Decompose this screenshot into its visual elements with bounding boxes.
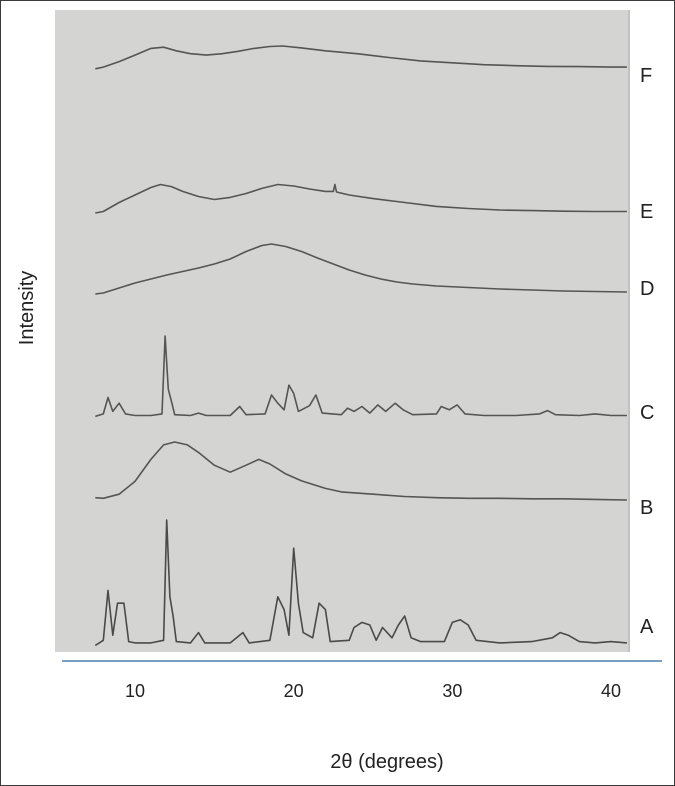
trace-group <box>94 45 627 647</box>
trace-label-c: C <box>640 402 654 424</box>
trace-e <box>95 183 627 214</box>
x-tick-label-40: 40 <box>601 681 621 701</box>
x-tick-label-20: 20 <box>284 681 304 701</box>
x-tick-label-10: 10 <box>125 681 145 701</box>
trace-label-group: A B C D E F <box>640 65 654 638</box>
x-axis-title: 2θ (degrees) <box>330 751 443 773</box>
trace-f <box>95 45 627 70</box>
trace-label-a: A <box>640 616 654 638</box>
trace-label-e: E <box>640 201 653 223</box>
trace-a <box>94 519 627 647</box>
trace-label-b: B <box>640 497 653 519</box>
trace-label-f: F <box>640 65 652 87</box>
trace-c <box>95 335 627 418</box>
plot-background <box>55 10 630 652</box>
trace-b <box>95 441 627 501</box>
trace-label-d: D <box>640 278 654 300</box>
x-tick-label-30: 30 <box>442 681 462 701</box>
y-axis-title: Intensity <box>16 271 38 345</box>
trace-d <box>95 243 627 295</box>
x-tick-group: 10 20 30 40 <box>125 681 621 701</box>
